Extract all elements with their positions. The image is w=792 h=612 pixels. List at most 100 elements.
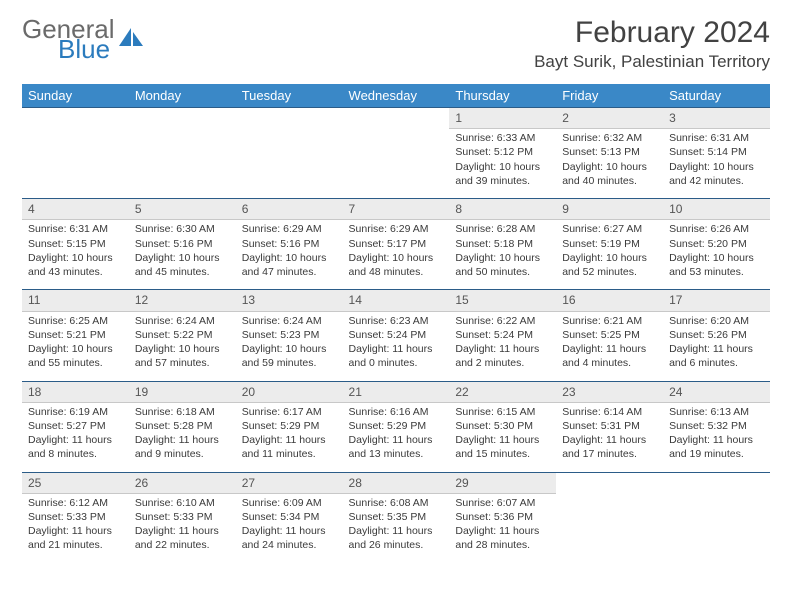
sunrise-line: Sunrise: 6:32 AM: [562, 131, 657, 145]
day-number: 20: [236, 381, 343, 402]
sunset-line: Sunset: 5:20 PM: [669, 237, 764, 251]
daylight-line: Daylight: 10 hours and 50 minutes.: [455, 251, 550, 279]
daylight-line: Daylight: 10 hours and 57 minutes.: [135, 342, 230, 370]
day-number: 26: [129, 472, 236, 493]
sunrise-line: Sunrise: 6:14 AM: [562, 405, 657, 419]
daylight-line: Daylight: 10 hours and 55 minutes.: [28, 342, 123, 370]
day-details: Sunrise: 6:18 AMSunset: 5:28 PMDaylight:…: [129, 402, 236, 472]
day-details: Sunrise: 6:14 AMSunset: 5:31 PMDaylight:…: [556, 402, 663, 472]
day-details: Sunrise: 6:32 AMSunset: 5:13 PMDaylight:…: [556, 129, 663, 199]
daylight-line: Daylight: 10 hours and 52 minutes.: [562, 251, 657, 279]
sunrise-line: Sunrise: 6:31 AM: [28, 222, 123, 236]
sunrise-line: Sunrise: 6:27 AM: [562, 222, 657, 236]
daylight-line: Daylight: 10 hours and 45 minutes.: [135, 251, 230, 279]
sunset-line: Sunset: 5:33 PM: [28, 510, 123, 524]
daylight-line: Daylight: 10 hours and 53 minutes.: [669, 251, 764, 279]
sunrise-line: Sunrise: 6:16 AM: [349, 405, 444, 419]
sunrise-line: Sunrise: 6:28 AM: [455, 222, 550, 236]
day-details: Sunrise: 6:13 AMSunset: 5:32 PMDaylight:…: [663, 402, 770, 472]
daylight-line: Daylight: 11 hours and 19 minutes.: [669, 433, 764, 461]
daylight-line: Daylight: 11 hours and 21 minutes.: [28, 524, 123, 552]
header: General Blue February 2024 Bayt Surik, P…: [22, 16, 770, 72]
day-details: Sunrise: 6:33 AMSunset: 5:12 PMDaylight:…: [449, 129, 556, 199]
location: Bayt Surik, Palestinian Territory: [534, 52, 770, 72]
daylight-line: Daylight: 11 hours and 15 minutes.: [455, 433, 550, 461]
daylight-line: Daylight: 11 hours and 26 minutes.: [349, 524, 444, 552]
calendar-table: SundayMondayTuesdayWednesdayThursdayFrid…: [22, 84, 770, 563]
sunset-line: Sunset: 5:32 PM: [669, 419, 764, 433]
sunset-line: Sunset: 5:35 PM: [349, 510, 444, 524]
daylight-line: Daylight: 11 hours and 17 minutes.: [562, 433, 657, 461]
daylight-line: Daylight: 11 hours and 0 minutes.: [349, 342, 444, 370]
day-number: 23: [556, 381, 663, 402]
day-details: Sunrise: 6:28 AMSunset: 5:18 PMDaylight:…: [449, 220, 556, 290]
empty-cell: [343, 108, 450, 129]
day-details: Sunrise: 6:29 AMSunset: 5:16 PMDaylight:…: [236, 220, 343, 290]
day-number: 29: [449, 472, 556, 493]
daylight-line: Daylight: 10 hours and 39 minutes.: [455, 160, 550, 188]
daynum-row: 123: [22, 108, 770, 129]
sunrise-line: Sunrise: 6:18 AM: [135, 405, 230, 419]
day-details: Sunrise: 6:23 AMSunset: 5:24 PMDaylight:…: [343, 311, 450, 381]
sunset-line: Sunset: 5:31 PM: [562, 419, 657, 433]
day-number: 9: [556, 199, 663, 220]
sunrise-line: Sunrise: 6:19 AM: [28, 405, 123, 419]
day-details: Sunrise: 6:16 AMSunset: 5:29 PMDaylight:…: [343, 402, 450, 472]
day-number: 17: [663, 290, 770, 311]
daylight-line: Daylight: 10 hours and 48 minutes.: [349, 251, 444, 279]
day-number: 13: [236, 290, 343, 311]
sunset-line: Sunset: 5:27 PM: [28, 419, 123, 433]
sunrise-line: Sunrise: 6:29 AM: [349, 222, 444, 236]
daylight-line: Daylight: 11 hours and 13 minutes.: [349, 433, 444, 461]
day-number: 3: [663, 108, 770, 129]
daylight-line: Daylight: 11 hours and 2 minutes.: [455, 342, 550, 370]
logo-line2: Blue: [58, 36, 115, 62]
weekday-header: Friday: [556, 84, 663, 108]
weekday-header: Tuesday: [236, 84, 343, 108]
logo: General Blue: [22, 16, 145, 62]
daylight-line: Daylight: 10 hours and 59 minutes.: [242, 342, 337, 370]
day-details: Sunrise: 6:26 AMSunset: 5:20 PMDaylight:…: [663, 220, 770, 290]
sunrise-line: Sunrise: 6:24 AM: [135, 314, 230, 328]
weekday-header: Sunday: [22, 84, 129, 108]
calendar-header-row: SundayMondayTuesdayWednesdayThursdayFrid…: [22, 84, 770, 108]
sunrise-line: Sunrise: 6:26 AM: [669, 222, 764, 236]
sunset-line: Sunset: 5:29 PM: [242, 419, 337, 433]
day-details: Sunrise: 6:20 AMSunset: 5:26 PMDaylight:…: [663, 311, 770, 381]
sunrise-line: Sunrise: 6:33 AM: [455, 131, 550, 145]
sunset-line: Sunset: 5:33 PM: [135, 510, 230, 524]
daynum-row: 2526272829: [22, 472, 770, 493]
empty-cell: [556, 493, 663, 563]
weekday-header: Saturday: [663, 84, 770, 108]
day-details: Sunrise: 6:31 AMSunset: 5:15 PMDaylight:…: [22, 220, 129, 290]
daynum-row: 11121314151617: [22, 290, 770, 311]
day-details: Sunrise: 6:29 AMSunset: 5:17 PMDaylight:…: [343, 220, 450, 290]
sunset-line: Sunset: 5:15 PM: [28, 237, 123, 251]
sunrise-line: Sunrise: 6:09 AM: [242, 496, 337, 510]
empty-cell: [236, 129, 343, 199]
day-number: 11: [22, 290, 129, 311]
daylight-line: Daylight: 11 hours and 22 minutes.: [135, 524, 230, 552]
sunrise-line: Sunrise: 6:29 AM: [242, 222, 337, 236]
daynum-row: 18192021222324: [22, 381, 770, 402]
sunset-line: Sunset: 5:25 PM: [562, 328, 657, 342]
sunset-line: Sunset: 5:14 PM: [669, 145, 764, 159]
day-number: 12: [129, 290, 236, 311]
sunrise-line: Sunrise: 6:22 AM: [455, 314, 550, 328]
sunset-line: Sunset: 5:24 PM: [455, 328, 550, 342]
detail-row: Sunrise: 6:33 AMSunset: 5:12 PMDaylight:…: [22, 129, 770, 199]
sunrise-line: Sunrise: 6:21 AM: [562, 314, 657, 328]
sunrise-line: Sunrise: 6:15 AM: [455, 405, 550, 419]
day-details: Sunrise: 6:15 AMSunset: 5:30 PMDaylight:…: [449, 402, 556, 472]
day-number: 21: [343, 381, 450, 402]
day-number: 25: [22, 472, 129, 493]
empty-cell: [343, 129, 450, 199]
sunset-line: Sunset: 5:30 PM: [455, 419, 550, 433]
sunrise-line: Sunrise: 6:07 AM: [455, 496, 550, 510]
sunset-line: Sunset: 5:22 PM: [135, 328, 230, 342]
sunset-line: Sunset: 5:29 PM: [349, 419, 444, 433]
day-details: Sunrise: 6:24 AMSunset: 5:23 PMDaylight:…: [236, 311, 343, 381]
weekday-header: Monday: [129, 84, 236, 108]
sunset-line: Sunset: 5:12 PM: [455, 145, 550, 159]
sunrise-line: Sunrise: 6:24 AM: [242, 314, 337, 328]
